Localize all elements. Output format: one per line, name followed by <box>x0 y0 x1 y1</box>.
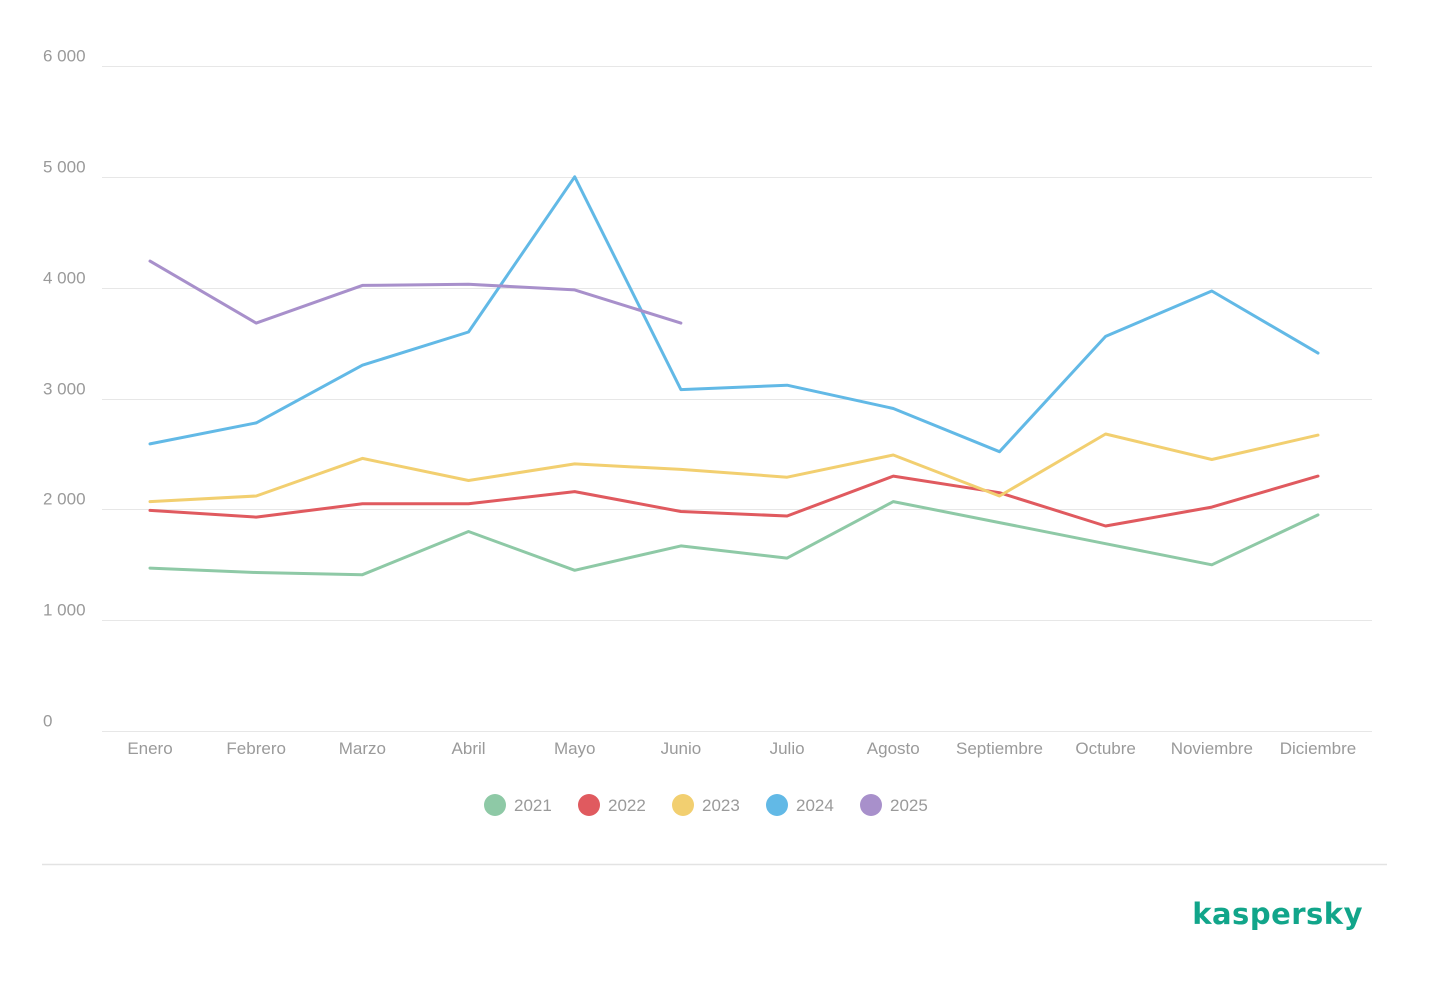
legend-label: 2025 <box>890 796 928 815</box>
x-axis-ticks: Enero Febrero Marzo Abril Mayo Junio Julio Agos… <box>127 739 1356 758</box>
x-tick-label: Septiembre <box>956 739 1043 758</box>
x-tick-label: Mayo <box>554 739 596 758</box>
x-tick-label: Diciembre <box>1280 739 1357 758</box>
x-tick-label: Agosto <box>867 739 920 758</box>
series-line-2021 <box>148 500 1320 577</box>
series-lines <box>148 175 1320 577</box>
legend-marker <box>672 794 694 816</box>
y-tick-label: 2 000 <box>43 490 86 509</box>
legend-label: 2023 <box>702 796 740 815</box>
legend-item-2024: 2024 <box>766 794 834 816</box>
legend-label: 2024 <box>796 796 834 815</box>
x-tick-label: Marzo <box>339 739 386 758</box>
legend-item-2025: 2025 <box>860 794 928 816</box>
x-tick-label: Abril <box>452 739 486 758</box>
legend-item-2022: 2022 <box>578 794 646 816</box>
kaspersky-logo: kaspersky <box>1192 897 1363 931</box>
legend-item-2023: 2023 <box>672 794 740 816</box>
y-tick-label: 1 000 <box>43 601 86 620</box>
y-tick-label: 4 000 <box>43 269 86 288</box>
x-tick-label: Octubre <box>1075 739 1135 758</box>
x-tick-label: Junio <box>661 739 702 758</box>
grid-lines <box>102 66 1372 732</box>
legend-marker <box>578 794 600 816</box>
y-tick-label: 5 000 <box>43 158 86 177</box>
x-tick-label: Enero <box>127 739 172 758</box>
legend: 2021 2022 2023 2024 2025 <box>484 794 928 816</box>
legend-label: 2022 <box>608 796 646 815</box>
legend-label: 2021 <box>514 796 552 815</box>
y-tick-label: 6 000 <box>43 47 86 66</box>
series-line-2023 <box>148 432 1320 504</box>
x-tick-label: Julio <box>770 739 805 758</box>
legend-marker <box>860 794 882 816</box>
x-tick-label: Noviembre <box>1171 739 1253 758</box>
legend-item-2021: 2021 <box>484 794 552 816</box>
y-axis-ticks: 0 1 000 2 000 3 000 4 000 5 000 6 000 <box>43 47 86 731</box>
x-tick-label: Febrero <box>226 739 286 758</box>
series-line-2025 <box>148 259 683 325</box>
series-line-2024 <box>148 175 1320 454</box>
series-line-2022 <box>148 474 1320 528</box>
legend-marker <box>766 794 788 816</box>
y-tick-label: 0 <box>43 712 52 731</box>
legend-marker <box>484 794 506 816</box>
y-tick-label: 3 000 <box>43 380 86 399</box>
